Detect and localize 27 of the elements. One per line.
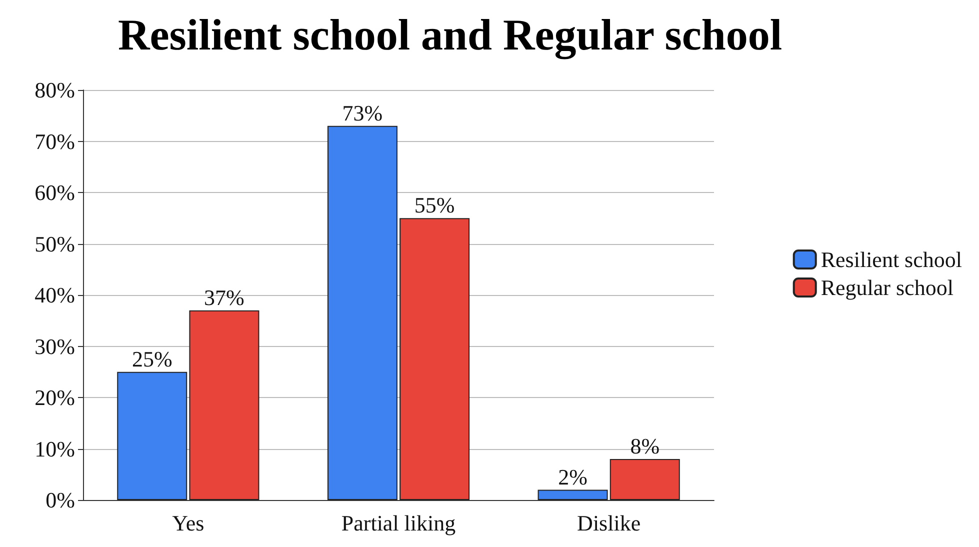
bar bbox=[189, 310, 260, 500]
legend-label: Resilient school bbox=[820, 247, 962, 272]
y-tick-label: 10% bbox=[34, 436, 75, 462]
y-tick-label: 20% bbox=[34, 385, 75, 410]
x-tick-label: Dislike bbox=[577, 510, 641, 536]
y-tick-label: 50% bbox=[34, 231, 75, 256]
y-tick-label: 0% bbox=[46, 488, 75, 512]
legend-label: Regular school bbox=[820, 275, 954, 300]
y-tick-label: 40% bbox=[34, 282, 75, 308]
x-tick-label: Yes bbox=[172, 510, 204, 536]
y-tick-label: 80% bbox=[34, 78, 75, 102]
data-label: 8% bbox=[630, 434, 660, 458]
chart-title: Resilient school and Regular school bbox=[118, 10, 782, 60]
y-tick-label: 60% bbox=[34, 180, 75, 205]
bar bbox=[327, 126, 398, 500]
x-tick-label: Partial liking bbox=[341, 510, 456, 536]
data-label: 37% bbox=[204, 284, 244, 310]
y-tick-label: 30% bbox=[34, 334, 75, 359]
data-label: 55% bbox=[414, 192, 455, 218]
y-tick-label: 70% bbox=[34, 128, 75, 154]
bar bbox=[538, 490, 608, 500]
bar bbox=[117, 372, 188, 500]
bar bbox=[400, 218, 470, 500]
data-label: 25% bbox=[132, 346, 172, 372]
bar bbox=[610, 459, 680, 500]
data-label: 73% bbox=[342, 100, 383, 126]
data-label: 2% bbox=[558, 464, 588, 490]
